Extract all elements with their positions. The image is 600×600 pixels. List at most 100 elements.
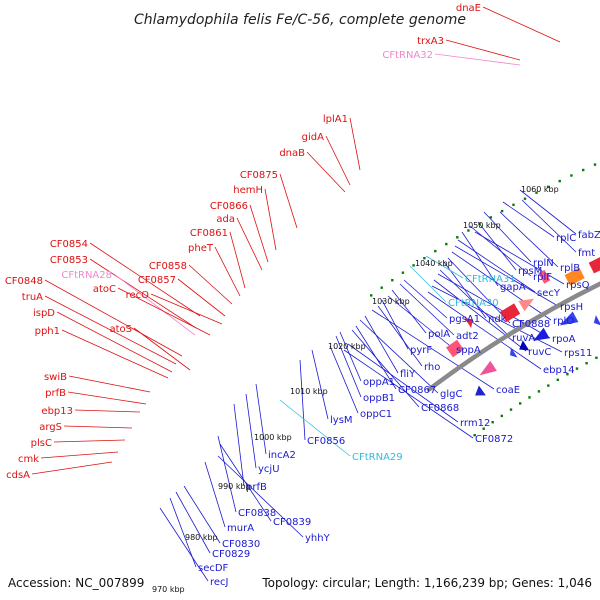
label-connector-line: [425, 255, 464, 279]
forward-gene-label: dnaB: [279, 148, 305, 159]
reverse-gene-label: pgsA1: [449, 314, 480, 325]
label-connector-line: [349, 117, 361, 171]
map-title: Chlamydophila felis Fe/C-56, complete ge…: [134, 12, 466, 28]
label-connector-line: [519, 189, 577, 235]
label-connector-line: [499, 211, 559, 268]
inner-tick-dot: [595, 356, 598, 359]
reverse-gene-label: CF0830: [222, 539, 260, 550]
forward-gene-block: [588, 257, 600, 274]
reverse-gene-label: CF0872: [475, 434, 513, 445]
forward-gene-block: [538, 269, 551, 284]
reverse-gene-label: ycjU: [258, 464, 280, 475]
reverse-gene-label: rplN: [533, 258, 554, 269]
forward-gene-label: swiB: [44, 372, 67, 383]
tick-dot-tracks: [370, 163, 598, 437]
reverse-gene-label: rplO: [553, 316, 574, 327]
reverse-gene-label: recJ: [210, 577, 229, 588]
reverse-gene-label: rpsQ: [566, 280, 590, 291]
kbp-tick-label: 1050 kbp: [463, 221, 501, 230]
label-connector-line: [474, 231, 565, 285]
label-connector-line: [233, 403, 245, 487]
label-connector-line: [371, 309, 495, 390]
reverse-gene-label: coaE: [496, 385, 520, 396]
label-connector-line: [177, 278, 226, 317]
label-connector-line: [236, 217, 263, 271]
label-connector-line: [387, 295, 455, 350]
reverse-gene-arrow: [533, 327, 550, 341]
kbp-ticks: 970 kbp 980 kbp 990 kbp 1000 kbp 1010 kbp 102…: [152, 185, 559, 594]
forward-gene-label: CF0857: [138, 275, 176, 286]
forward-gene-label: CF0858: [149, 261, 187, 272]
label-connector-line: [279, 173, 298, 229]
label-connector-line: [31, 461, 113, 475]
outer-tick-dot: [570, 174, 573, 177]
inner-tick-dot: [519, 402, 522, 405]
forward-gene-label: argS: [39, 422, 62, 433]
inner-tick-dot: [482, 427, 485, 430]
reverse-gene-label: ruvA: [512, 333, 535, 344]
reverse-gene-label: rpoA: [552, 334, 576, 345]
label-connector-line: [183, 485, 221, 544]
forward-gene-label: ispD: [33, 308, 55, 319]
label-connector-line: [482, 6, 561, 43]
kbp-tick-label: 1020 kbp: [328, 342, 366, 351]
label-connector-line: [343, 349, 474, 439]
reverse-gene-label: yhhY: [305, 533, 331, 544]
label-connector-line: [521, 199, 577, 253]
label-connector-line: [447, 257, 511, 324]
reverse-gene-label: CFtRNA31: [465, 274, 516, 285]
label-connector-line: [217, 455, 304, 538]
forward-gene-label: atoS: [109, 324, 132, 335]
label-connector-line: [44, 295, 177, 365]
reverse-gene-label: CF0838: [238, 508, 276, 519]
inner-tick-dot: [585, 362, 588, 365]
outer-tick-dot: [445, 242, 448, 246]
inner-tick-dot: [566, 373, 569, 376]
label-connector-line: [469, 225, 532, 277]
forward-gene-arrow: [518, 298, 534, 312]
reverse-gene-label: ebp14: [543, 365, 575, 376]
reverse-gene-arrow: [479, 360, 497, 376]
backbone-arc: [426, 281, 600, 392]
label-connector-line: [133, 327, 191, 371]
forward-gene-label: hemH: [233, 185, 263, 196]
label-connector-line: [403, 279, 448, 319]
kbp-tick-label: 1000 kbp: [254, 433, 292, 442]
outer-tick-dot: [593, 163, 597, 166]
forward-gene-label: ada: [216, 214, 235, 225]
forward-gene-label: CF0854: [50, 239, 88, 250]
inner-tick-dot: [473, 434, 476, 437]
reverse-gene-label: CF0888: [512, 319, 550, 330]
reverse-gene-arrow: [510, 347, 518, 358]
kbp-tick-label: 990 kbp: [218, 482, 251, 491]
reverse-gene-label: CF0856: [307, 436, 345, 447]
kbp-tick-label: 1060 kbp: [521, 185, 559, 194]
label-connector-line: [445, 39, 521, 61]
outer-tick-dot: [582, 168, 585, 172]
forward-gene-arrow: [464, 318, 473, 328]
inner-tick-dot: [537, 390, 541, 393]
forward-gene-label: ebp13: [41, 406, 73, 417]
label-connector-line: [255, 383, 267, 455]
reverse-gene-label: adt2: [456, 331, 479, 342]
label-connector-line: [214, 246, 241, 297]
outer-tick-dot: [489, 216, 492, 219]
label-connectors: [31, 6, 577, 582]
label-connector-line: [431, 285, 563, 353]
forward-gene-label: gidA: [302, 132, 324, 143]
reverse-gene-label: oppB1: [363, 393, 395, 404]
reverse-gene-label: rplF: [533, 272, 552, 283]
reverse-gene-label: CF0839: [273, 517, 311, 528]
outer-tick-dot: [391, 279, 394, 282]
reverse-gene-label: rplB: [560, 263, 580, 274]
label-connector-line: [306, 151, 346, 193]
inner-tick-dot: [491, 421, 494, 424]
inner-tick-dot: [556, 378, 559, 381]
label-connector-line: [377, 305, 423, 367]
reverse-gene-label: CFtRNA29: [352, 452, 403, 463]
outer-tick-dot: [467, 229, 470, 232]
reverse-gene-label: rps11: [564, 348, 592, 359]
label-connector-line: [40, 451, 119, 459]
